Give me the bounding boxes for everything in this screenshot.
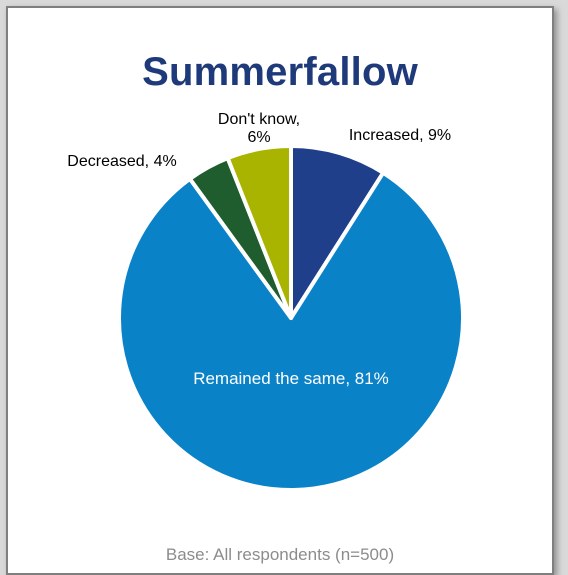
slice-label-don-t-know: Don't know, 6% — [218, 111, 300, 146]
slice-label-decreased: Decreased, 4% — [67, 153, 176, 170]
pie-slice-remained-the-same — [117, 170, 465, 492]
chart-title: Summerfallow — [142, 50, 418, 94]
pie-slice-don-t-know — [225, 144, 293, 320]
chart-footnote: Base: All respondents (n=500) — [165, 545, 395, 564]
slice-label-increased: Increased, 9% — [349, 127, 451, 144]
pie-slices — [117, 144, 465, 492]
slice-label-remained-the-same: Remained the same, 81% — [193, 369, 389, 388]
